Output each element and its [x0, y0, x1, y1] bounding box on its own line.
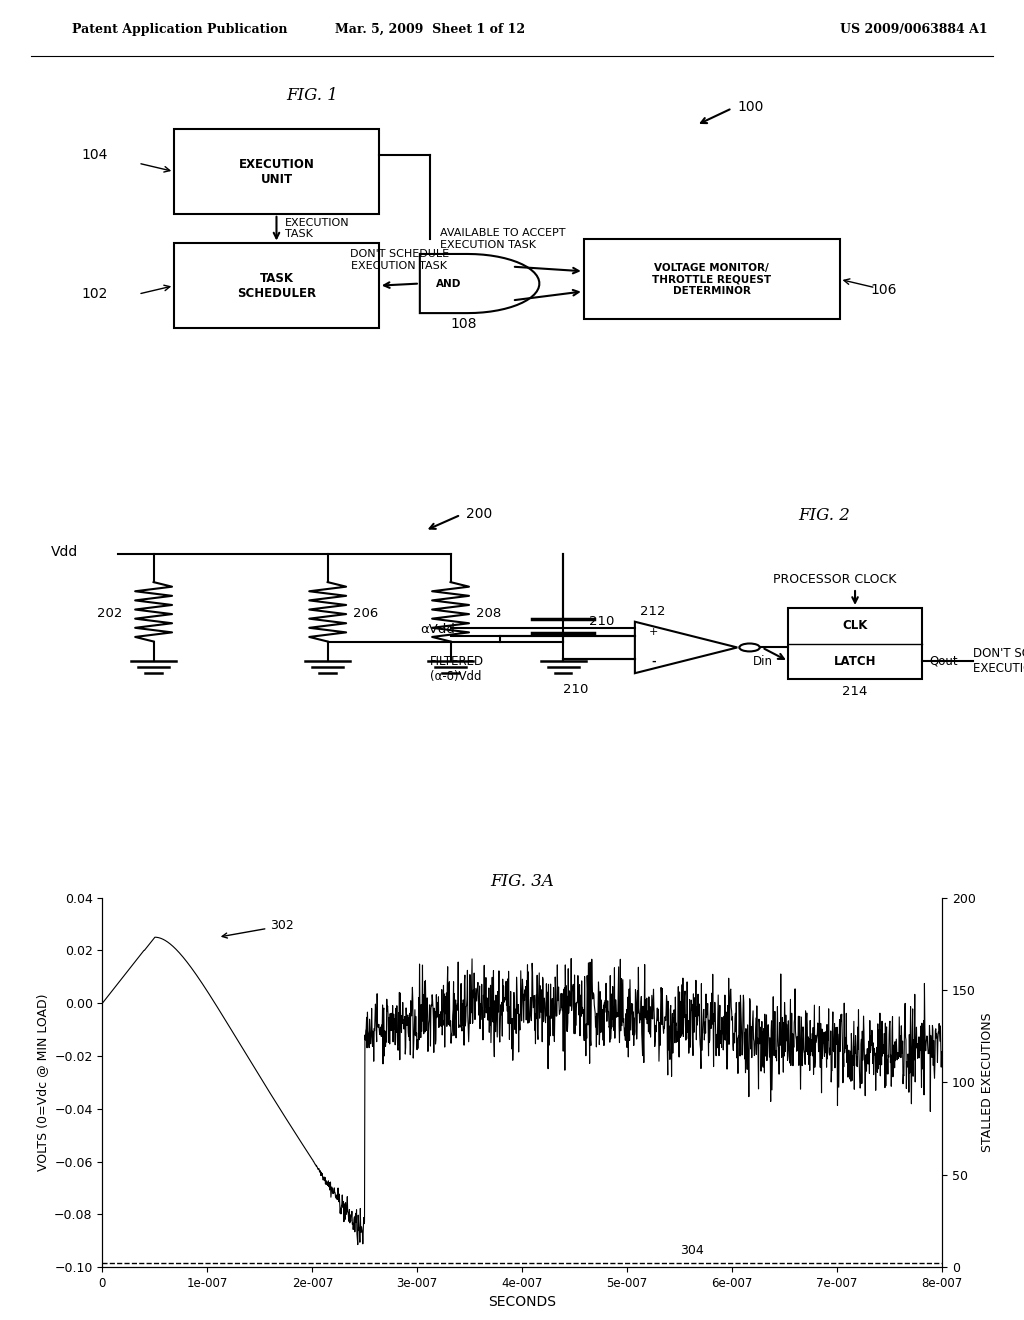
Polygon shape [635, 622, 737, 673]
Text: +: + [648, 627, 658, 636]
FancyBboxPatch shape [788, 607, 922, 678]
Text: FIG. 2: FIG. 2 [799, 507, 851, 524]
Text: TASK
SCHEDULER: TASK SCHEDULER [237, 272, 316, 300]
FancyBboxPatch shape [174, 129, 379, 214]
Text: EXECUTION
UNIT: EXECUTION UNIT [239, 157, 314, 186]
Text: PROCESSOR CLOCK: PROCESSOR CLOCK [773, 573, 896, 586]
Text: αVdd: αVdd [420, 623, 455, 636]
Text: 100: 100 [737, 100, 764, 114]
Text: Vdd: Vdd [51, 545, 79, 560]
Text: 106: 106 [870, 282, 897, 297]
Text: 108: 108 [451, 317, 476, 331]
FancyBboxPatch shape [174, 243, 379, 327]
Text: AND: AND [436, 279, 461, 289]
Text: US 2009/0063884 A1: US 2009/0063884 A1 [840, 24, 987, 36]
Text: 304: 304 [680, 1243, 703, 1257]
Polygon shape [420, 253, 540, 313]
Text: Qout: Qout [930, 655, 958, 668]
Text: 302: 302 [222, 919, 294, 939]
X-axis label: SECONDS: SECONDS [488, 1295, 556, 1309]
Text: FIG. 1: FIG. 1 [287, 87, 339, 104]
Text: Mar. 5, 2009  Sheet 1 of 12: Mar. 5, 2009 Sheet 1 of 12 [335, 24, 525, 36]
Text: 214: 214 [843, 685, 867, 698]
Text: FILTERED
(α-δ)Vdd: FILTERED (α-δ)Vdd [430, 655, 484, 684]
Text: DON'T SCHEDULE
EXECUTION TASK: DON'T SCHEDULE EXECUTION TASK [973, 647, 1024, 676]
Text: 206: 206 [353, 607, 379, 620]
Text: Patent Application Publication: Patent Application Publication [72, 24, 287, 36]
FancyBboxPatch shape [584, 239, 840, 319]
Title: FIG. 3A: FIG. 3A [490, 874, 554, 891]
Text: AVAILABLE TO ACCEPT
EXECUTION TASK: AVAILABLE TO ACCEPT EXECUTION TASK [440, 228, 566, 249]
Text: Din: Din [753, 655, 773, 668]
Y-axis label: VOLTS (0=Vdc @ MIN LOAD): VOLTS (0=Vdc @ MIN LOAD) [36, 994, 48, 1171]
Text: 212: 212 [640, 606, 666, 618]
Y-axis label: STALLED EXECUTIONS: STALLED EXECUTIONS [981, 1012, 994, 1152]
Text: 210: 210 [589, 615, 614, 628]
Text: -: - [651, 656, 655, 667]
Text: 102: 102 [82, 288, 109, 301]
Text: 208: 208 [476, 607, 502, 620]
Text: CLK: CLK [843, 619, 867, 632]
Text: 104: 104 [82, 148, 109, 162]
Text: EXECUTION
TASK: EXECUTION TASK [285, 218, 349, 239]
Text: LATCH: LATCH [834, 655, 877, 668]
Text: VOLTAGE MONITOR/
THROTTLE REQUEST
DETERMINOR: VOLTAGE MONITOR/ THROTTLE REQUEST DETERM… [652, 263, 771, 296]
Text: 210: 210 [563, 682, 589, 696]
Text: 202: 202 [97, 607, 123, 620]
Text: DON'T SCHEDULE
EXECUTION TASK: DON'T SCHEDULE EXECUTION TASK [350, 249, 449, 271]
Text: 200: 200 [466, 507, 493, 521]
